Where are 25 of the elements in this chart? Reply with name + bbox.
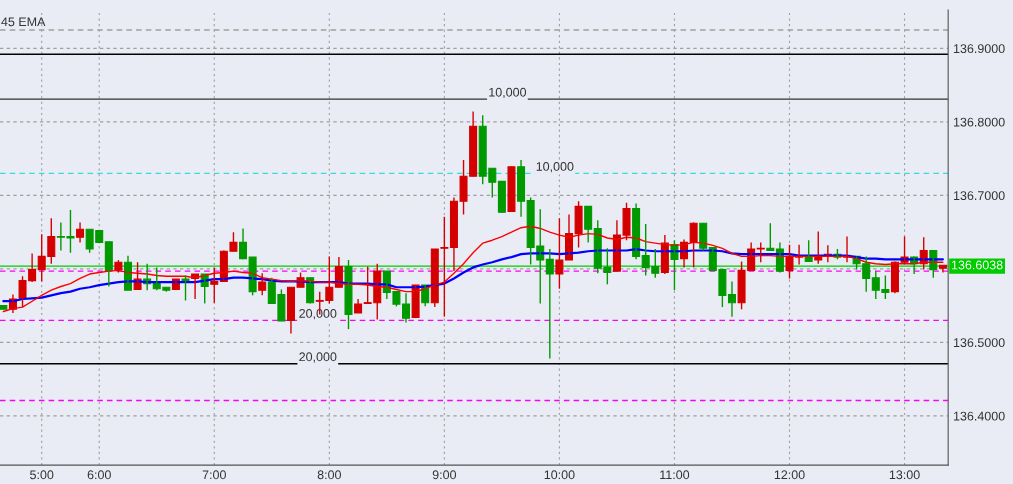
y-tick-label: 136.4000 (953, 411, 1005, 421)
x-tick-label: 12:00 (774, 470, 805, 480)
x-tick-label: 8:00 (317, 470, 341, 480)
x-tick-label: 5:00 (30, 470, 54, 480)
x-tick-label: 11:00 (660, 470, 690, 480)
y-tick-label: 136.5000 (953, 338, 1005, 348)
x-tick-label: 10:00 (544, 470, 575, 480)
x-tick-label: 9:00 (432, 470, 457, 480)
candlestick (344, 259, 353, 330)
y-tick-label: 136.7000 (953, 191, 1005, 201)
x-tick-label: 6:00 (87, 470, 111, 480)
candlestick (210, 266, 219, 304)
x-tick-label: 7:00 (202, 470, 226, 480)
annotation: 20,000 (299, 309, 337, 320)
candlestick (756, 241, 765, 263)
annotation: 20,000 (299, 352, 337, 363)
x-tick-label: 13:00 (889, 470, 920, 480)
candlestick (258, 272, 267, 297)
annotation: 10,000 (489, 87, 527, 99)
y-tick-label: 136.9000 (953, 44, 1005, 54)
chart-title: 45 EMA (1, 17, 46, 27)
annotation: 10,000 (536, 162, 574, 173)
ref-line-label: 136.6038 (951, 260, 1003, 270)
y-tick-label: 136.8000 (953, 117, 1005, 127)
candlestick (507, 166, 516, 213)
